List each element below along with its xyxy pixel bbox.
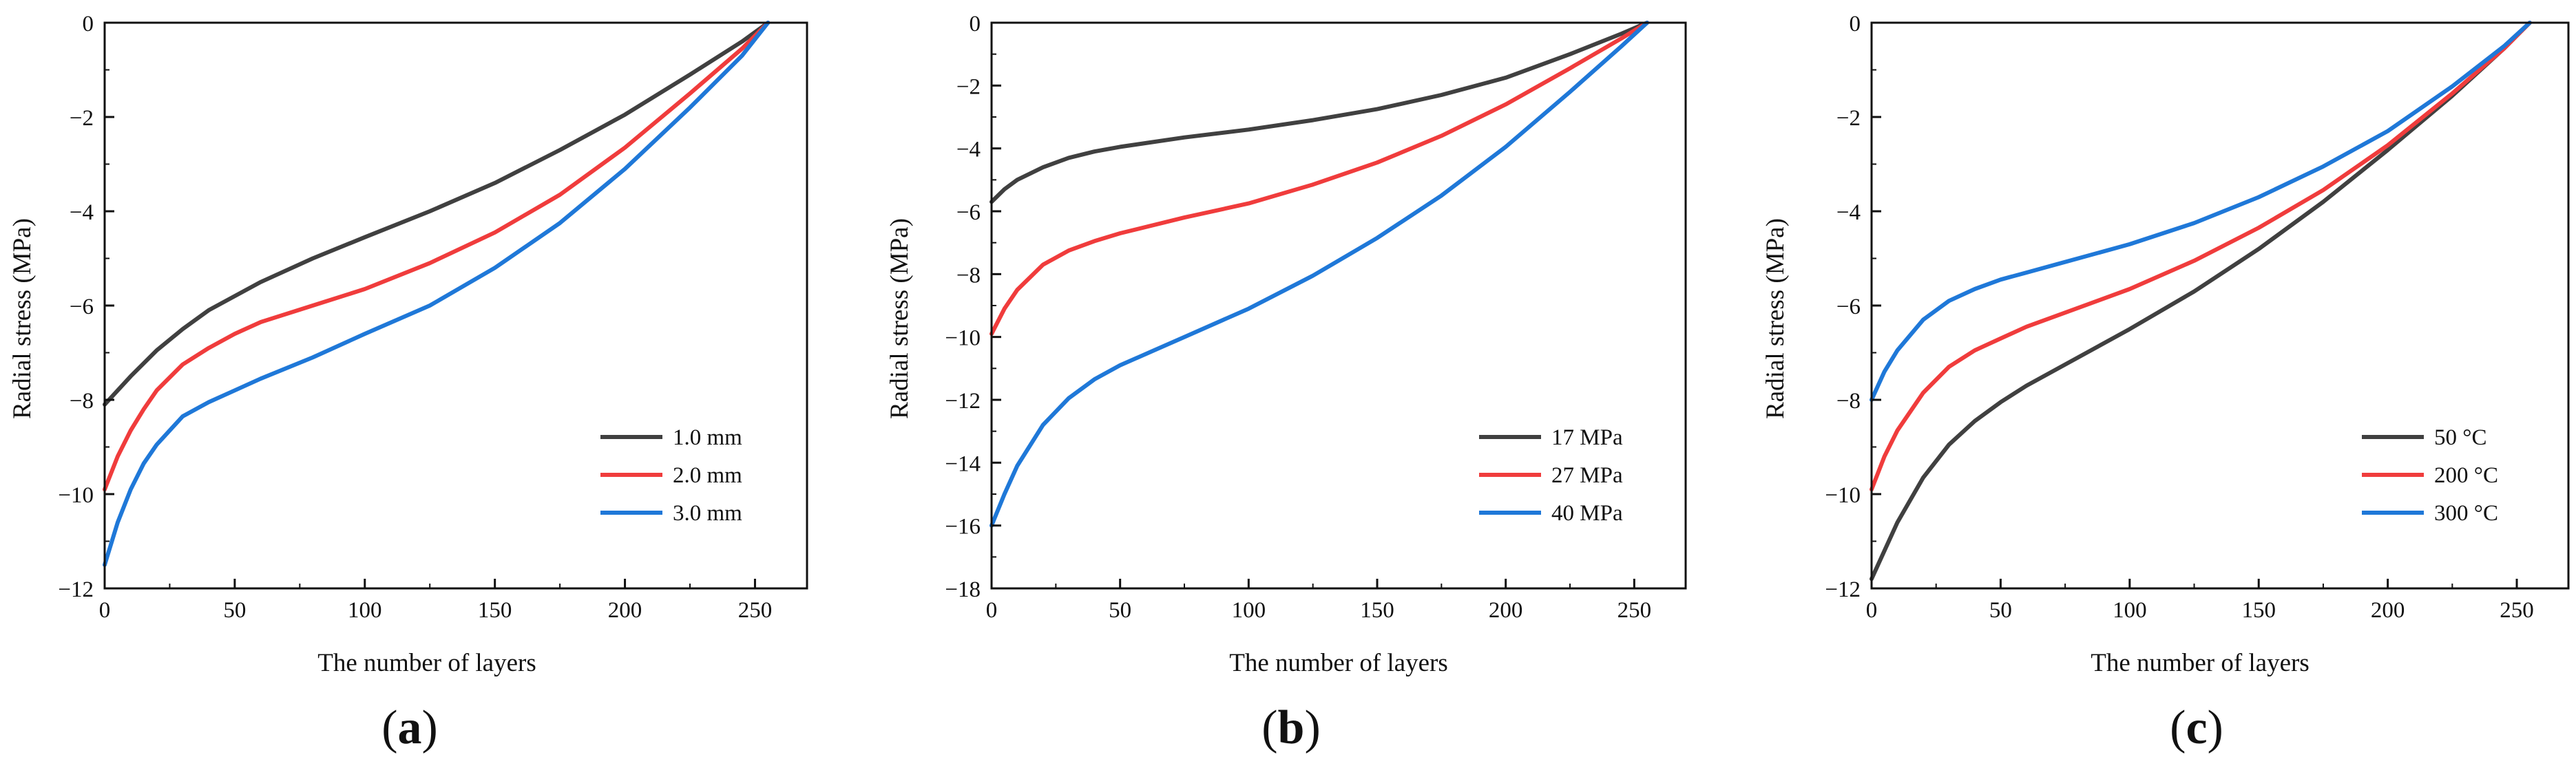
series-line-a-1 xyxy=(103,21,771,407)
x-tick-label-c-50: 50 xyxy=(1989,598,2012,623)
y-tick-label-a-5: −10 xyxy=(58,483,94,508)
x-tick-label-b-50: 50 xyxy=(1109,598,1131,623)
legend-label-a-1: 1.0 mm xyxy=(673,425,742,450)
y-tick-label-a-4: −8 xyxy=(70,389,94,414)
panel-c: Radial stress (MPa) The number of layers… xyxy=(1761,12,2570,754)
x-tick-label-c-0: 0 xyxy=(1866,598,1878,623)
y-tick-label-b-8: −16 xyxy=(945,515,981,540)
y-tick-label-c-3: −6 xyxy=(1836,295,1861,319)
legend-label-c-1: 50 °C xyxy=(2434,425,2486,450)
legend-label-b-2: 27 MPa xyxy=(1551,463,1623,488)
x-tick-label-a-200: 200 xyxy=(608,598,642,623)
x-tick-label-b-100: 100 xyxy=(1232,598,1266,623)
y-tick-label-c-0: 0 xyxy=(1850,12,1861,36)
y-tick-label-b-5: −10 xyxy=(945,326,981,351)
xlabel-a: The number of layers xyxy=(317,649,536,677)
x-tick-label-a-150: 150 xyxy=(478,598,512,623)
y-tick-label-b-0: 0 xyxy=(970,12,981,36)
y-tick-label-b-4: −8 xyxy=(956,263,981,288)
series-line-b-1 xyxy=(989,21,1649,204)
legend-label-c-2: 200 °C xyxy=(2434,463,2498,488)
series-line-c-3 xyxy=(1870,21,2532,402)
x-tick-label-b-150: 150 xyxy=(1360,598,1394,623)
y-tick-label-a-0: 0 xyxy=(83,12,94,36)
y-tick-label-c-2: −4 xyxy=(1836,200,1861,225)
xlabel-b: The number of layers xyxy=(1229,649,1447,677)
x-tick-label-c-100: 100 xyxy=(2113,598,2147,623)
y-tick-label-c-6: −12 xyxy=(1825,577,1861,602)
panel-label-a: (a) xyxy=(381,701,438,754)
series-line-b-3 xyxy=(989,21,1649,528)
x-tick-label-b-250: 250 xyxy=(1617,598,1652,623)
series-line-c-1 xyxy=(1870,21,2532,582)
xlabel-c: The number of layers xyxy=(2091,649,2309,677)
panel-label-c: (c) xyxy=(2170,701,2223,754)
x-tick-label-c-200: 200 xyxy=(2371,598,2405,623)
x-tick-label-c-150: 150 xyxy=(2241,598,2276,623)
y-tick-label-b-6: −12 xyxy=(945,389,981,414)
y-tick-label-b-3: −6 xyxy=(956,200,981,225)
series-line-b-2 xyxy=(989,21,1649,337)
x-tick-label-a-50: 50 xyxy=(223,598,246,623)
y-tick-label-a-2: −4 xyxy=(70,200,94,225)
legend-label-b-3: 40 MPa xyxy=(1551,501,1623,526)
y-tick-label-b-7: −14 xyxy=(945,451,981,476)
legend-label-b-1: 17 MPa xyxy=(1551,425,1623,450)
legend-label-c-3: 300 °C xyxy=(2434,501,2498,526)
x-tick-label-c-250: 250 xyxy=(2500,598,2534,623)
y-tick-label-a-6: −12 xyxy=(58,577,94,602)
y-tick-label-c-5: −10 xyxy=(1825,483,1861,508)
y-tick-label-a-1: −2 xyxy=(70,106,94,131)
y-tick-label-c-1: −2 xyxy=(1836,106,1861,131)
ylabel-c: Radial stress (MPa) xyxy=(1761,218,1790,419)
x-tick-label-a-0: 0 xyxy=(99,598,111,623)
panel-a: Radial stress (MPa) The number of layers… xyxy=(8,12,808,754)
ylabel-a: Radial stress (MPa) xyxy=(8,218,36,419)
series-line-a-2 xyxy=(103,21,771,492)
y-tick-label-b-1: −2 xyxy=(956,74,981,99)
y-tick-label-c-4: −8 xyxy=(1836,389,1861,414)
x-tick-label-b-0: 0 xyxy=(986,598,998,623)
x-tick-label-a-100: 100 xyxy=(348,598,382,623)
x-tick-label-b-200: 200 xyxy=(1489,598,1523,623)
panel-label-b: (b) xyxy=(1261,701,1321,754)
series-line-a-3 xyxy=(103,21,771,567)
panel-b: Radial stress (MPa) The number of layers… xyxy=(886,12,1687,754)
y-tick-label-b-2: −4 xyxy=(956,138,981,162)
series-line-c-2 xyxy=(1870,21,2532,492)
y-tick-label-b-9: −18 xyxy=(945,577,981,602)
legend-label-a-2: 2.0 mm xyxy=(673,463,742,488)
legend-label-a-3: 3.0 mm xyxy=(673,501,742,526)
ylabel-b: Radial stress (MPa) xyxy=(886,218,914,419)
x-tick-label-a-250: 250 xyxy=(738,598,773,623)
y-tick-label-a-3: −6 xyxy=(70,295,94,319)
